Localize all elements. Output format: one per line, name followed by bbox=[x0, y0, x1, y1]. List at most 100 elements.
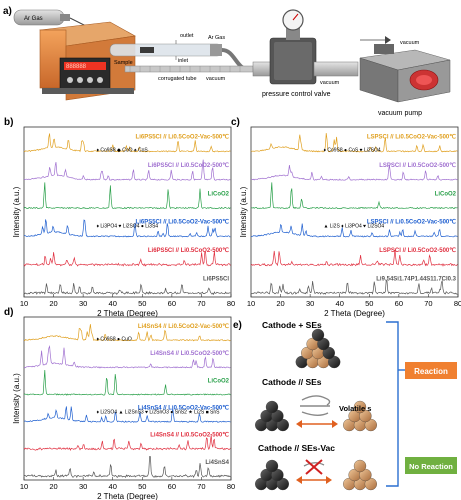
xrd-trace bbox=[23, 251, 231, 267]
xrd-trace bbox=[250, 223, 458, 238]
particle bbox=[364, 477, 377, 491]
x-tick-label: 50 bbox=[365, 299, 373, 308]
trace-label: LSPSCl // Li0.5CoO2-500℃ bbox=[379, 162, 456, 169]
particle bbox=[353, 400, 367, 414]
panel-c: c) 10 20 30 40 50 60 70 80 2 Theta (Degree) Intens… bbox=[231, 117, 461, 318]
x-axis-label: 2 Theta (Degree) bbox=[97, 492, 158, 500]
panel-a: a) Ar Gas 888888 bbox=[3, 6, 451, 117]
x-tick-label: 80 bbox=[454, 299, 461, 308]
particle bbox=[265, 459, 279, 473]
x-tick-label: 30 bbox=[79, 299, 87, 308]
particle bbox=[276, 418, 289, 432]
inlet-label: inlet bbox=[178, 58, 189, 64]
trace-label: Li9.54Si1.74P1.44S11.7Cl0.3 bbox=[376, 276, 456, 282]
trace-label: Li4SnS4 bbox=[205, 460, 229, 466]
xrd-b-label: b) bbox=[4, 117, 13, 128]
mixed-particle-pile bbox=[295, 328, 341, 369]
pressure-control-valve bbox=[252, 9, 359, 85]
xrd-trace bbox=[23, 369, 231, 396]
particle bbox=[317, 337, 330, 351]
vacuum-label-3: vacuum bbox=[400, 40, 420, 46]
vacuum-label-1: vacuum bbox=[206, 76, 226, 82]
trace-label: LiCoO2 bbox=[208, 191, 230, 197]
x-tick-label: 30 bbox=[306, 299, 314, 308]
no-reaction-label: No Reaction bbox=[409, 462, 453, 471]
trace-label: Li6PS5Cl // Li0.5CoO2-Vac-500℃ bbox=[136, 219, 230, 226]
panel-e-label: e) bbox=[233, 320, 242, 331]
x-tick-label: 10 bbox=[247, 299, 255, 308]
particle bbox=[359, 409, 372, 423]
particle bbox=[322, 346, 335, 360]
xrd-trace bbox=[23, 133, 231, 153]
volatiles-label: Volatile s bbox=[339, 404, 371, 413]
cathode-pile bbox=[255, 400, 289, 432]
xrd-b-frame bbox=[23, 126, 232, 298]
trace-label: Li4SnS4 // Li0.5CoO2-Vac-500℃ bbox=[138, 323, 229, 330]
trace-label: Li6PS5Cl // Li0.5CoO2-500℃ bbox=[148, 247, 229, 254]
panel-e: e) Cathode + SEs Cathode // SEs Volatile… bbox=[233, 320, 457, 491]
trace-label: Li4SnS4 // Li0.5CoO2-500℃ bbox=[150, 432, 229, 439]
phase-annotation: ▲ Li2S ♦ Li3PO4 ♥ Li2SO4 bbox=[323, 224, 384, 230]
xrd-trace bbox=[24, 406, 231, 423]
outlet-label: outlet bbox=[180, 33, 194, 39]
x-tick-label: 70 bbox=[424, 299, 432, 308]
vacuum-label-2: vacuum bbox=[320, 80, 340, 86]
trace-label: LSPSCl // Li0.5CoO2-500℃ bbox=[379, 247, 456, 254]
phase-annotation: ♦ Co9S8 ● CoS ♥ Li2SO4 bbox=[323, 147, 380, 153]
trace-label: Li4SnS4 // Li0.5CoO2-500℃ bbox=[150, 350, 229, 357]
xrd-d-frame bbox=[23, 316, 232, 481]
electrolyte-pile bbox=[343, 400, 377, 432]
trace-label: Li4SnS4 // Li0.5CoO2-Vac-500℃ bbox=[138, 404, 229, 411]
x-tick-label: 60 bbox=[168, 482, 176, 491]
pressure-control-valve-label: pressure control valve bbox=[262, 91, 331, 98]
vacuum-pump bbox=[359, 36, 451, 103]
bracket bbox=[386, 321, 399, 487]
y-axis-label: Intensity (a.u.) bbox=[239, 186, 248, 237]
particle bbox=[364, 418, 377, 432]
xrd-trace bbox=[250, 249, 458, 267]
x-tick-label: 70 bbox=[197, 482, 205, 491]
vacuum-pump-label: vacuum pump bbox=[378, 110, 422, 117]
row1-label: Cathode + SEs bbox=[262, 320, 322, 330]
xrd-trace bbox=[250, 182, 458, 210]
x-tick-label: 60 bbox=[395, 299, 403, 308]
xrd-c-frame bbox=[250, 126, 459, 298]
blocked-icon bbox=[296, 459, 332, 484]
reaction-badge bbox=[405, 362, 457, 379]
cathode-pile-vac bbox=[255, 459, 289, 491]
wind-icon bbox=[300, 395, 331, 416]
xrd-trace bbox=[23, 283, 231, 296]
quartz-tube bbox=[109, 40, 223, 60]
y-axis-label: Intensity (a.u.) bbox=[12, 373, 21, 424]
ar-gas-label-1: Ar Gas bbox=[24, 16, 43, 22]
xrd-trace bbox=[23, 324, 231, 342]
particle bbox=[353, 459, 367, 473]
xrd-c-label: c) bbox=[231, 117, 240, 128]
x-tick-label: 40 bbox=[336, 299, 344, 308]
trace-label: LSPSCl // Li0.5CoO2-Vac-500℃ bbox=[367, 219, 456, 226]
x-tick-label: 30 bbox=[79, 482, 87, 491]
corrugated-tube bbox=[124, 48, 254, 73]
phase-annotation: ♦ Li3PO4 ♥ Li2SO4 ● Li3S4 bbox=[96, 224, 158, 230]
particle bbox=[271, 468, 284, 482]
xrd-trace bbox=[250, 279, 458, 295]
xrd-trace bbox=[23, 182, 231, 210]
xrd-trace bbox=[250, 164, 458, 181]
x-tick-label: 70 bbox=[197, 299, 205, 308]
trace-label: Li6PS5Cl // Li0.5CoO2-Vac-500℃ bbox=[136, 134, 230, 141]
trace-label: Li6PS5Cl bbox=[203, 276, 229, 282]
phase-annotation: ♦ Co9S8 ● CuO bbox=[96, 337, 131, 343]
x-tick-label: 50 bbox=[138, 482, 146, 491]
particle bbox=[311, 328, 325, 342]
y-axis-label: Intensity (a.u.) bbox=[12, 186, 21, 237]
x-tick-label: 80 bbox=[227, 299, 235, 308]
row3-label: Cathode // SEs-Vac bbox=[258, 443, 335, 453]
x-tick-label: 60 bbox=[168, 299, 176, 308]
xrd-trace bbox=[23, 345, 231, 369]
x-tick-label: 40 bbox=[109, 482, 117, 491]
svg-text:888888: 888888 bbox=[66, 64, 87, 70]
particle bbox=[328, 355, 341, 369]
panel-a-label: a) bbox=[3, 6, 12, 17]
xrd-trace bbox=[23, 435, 231, 452]
